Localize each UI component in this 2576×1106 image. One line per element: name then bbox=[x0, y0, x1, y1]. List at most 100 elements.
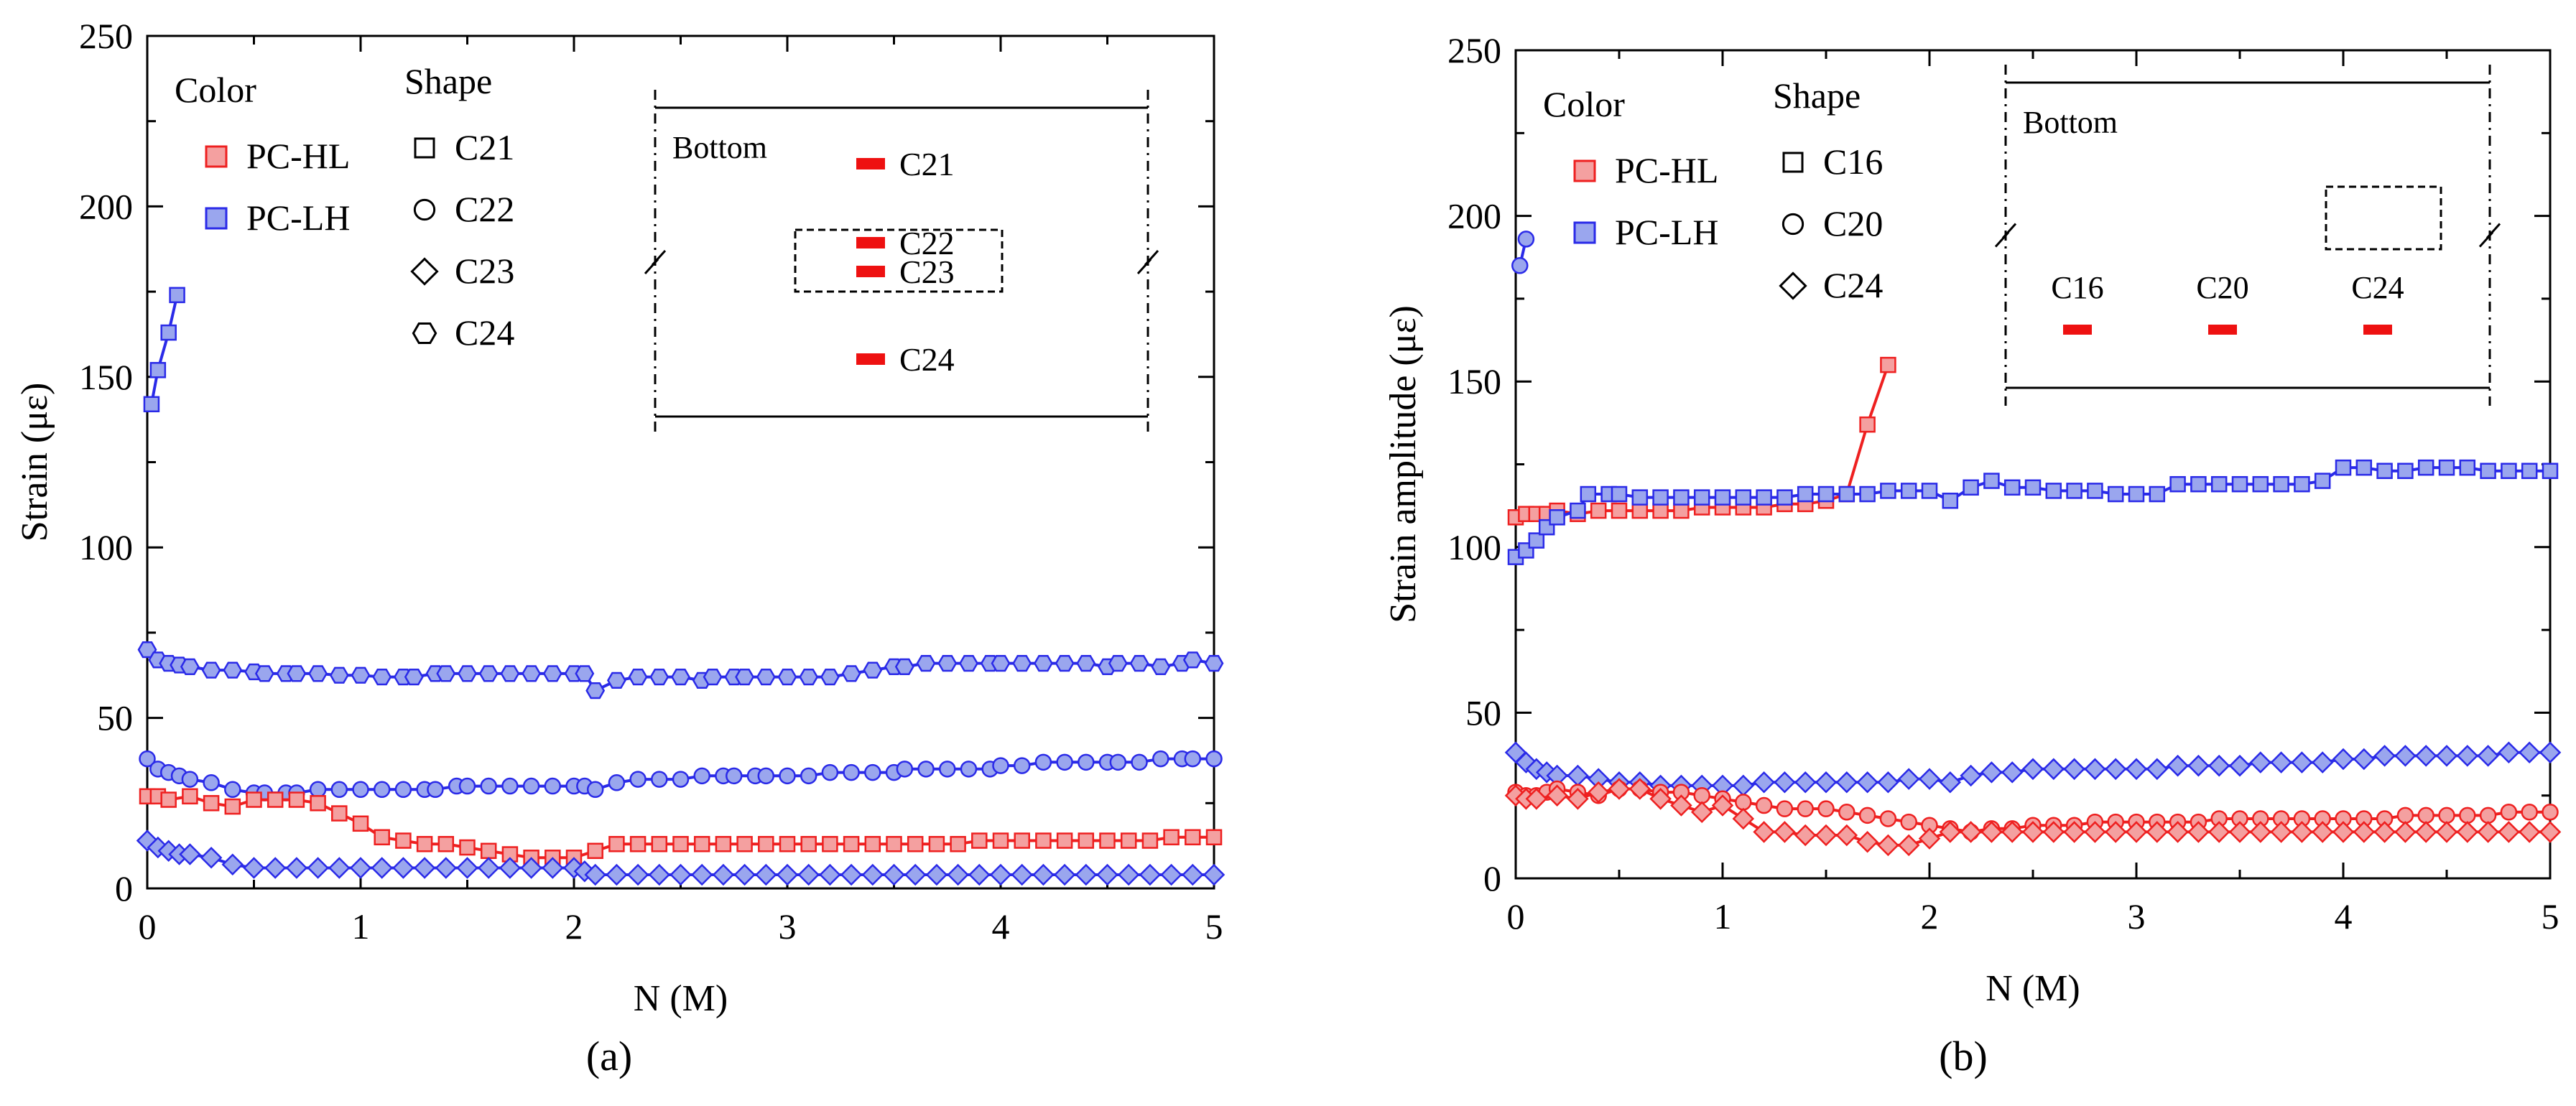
data-point bbox=[606, 863, 628, 886]
sensor-label: C21 bbox=[899, 146, 955, 182]
legend-color-label: PC-HL bbox=[1615, 150, 1718, 190]
data-point bbox=[458, 777, 476, 795]
data-point bbox=[1628, 778, 1651, 800]
data-point bbox=[1109, 753, 1127, 771]
x-tick-label: 0 bbox=[1507, 896, 1525, 937]
data-point bbox=[331, 805, 348, 822]
sensor-mark bbox=[2208, 325, 2237, 335]
data-point bbox=[584, 863, 606, 886]
legend-shape-label: C16 bbox=[1823, 141, 1883, 182]
data-point bbox=[971, 832, 988, 849]
data-point bbox=[2084, 758, 2106, 781]
data-point bbox=[435, 857, 458, 879]
data-point bbox=[1880, 356, 1896, 373]
data-point bbox=[2500, 804, 2518, 821]
panel-label: (a) bbox=[586, 1033, 632, 1079]
data-point bbox=[1939, 821, 1962, 843]
x-axis-label: N (M) bbox=[1986, 968, 2080, 1009]
data-point bbox=[201, 661, 221, 679]
legend: Color PC-HL PC-LH Shape C16 C20 C24 bbox=[1543, 75, 1883, 305]
data-point bbox=[1856, 831, 1878, 853]
data-point bbox=[1690, 801, 1713, 824]
legend-shape-title: Shape bbox=[1773, 75, 1861, 116]
panel-label: (b) bbox=[1939, 1033, 1988, 1079]
data-point bbox=[1817, 485, 1835, 503]
data-point bbox=[2396, 807, 2414, 824]
data-point bbox=[629, 836, 647, 852]
data-point bbox=[1152, 750, 1169, 768]
data-point bbox=[894, 658, 914, 676]
data-point bbox=[2169, 475, 2186, 493]
data-point bbox=[1013, 757, 1031, 774]
data-point bbox=[374, 829, 390, 846]
data-point bbox=[349, 857, 372, 879]
data-point bbox=[1014, 832, 1030, 849]
data-point bbox=[308, 665, 328, 682]
data-point bbox=[1528, 532, 1545, 549]
data-point bbox=[1139, 863, 1162, 886]
x-tick-label: 5 bbox=[1205, 906, 1223, 947]
data-point bbox=[1032, 863, 1055, 886]
data-point bbox=[2335, 459, 2352, 476]
data-point bbox=[989, 863, 1012, 886]
data-point bbox=[2084, 821, 2106, 843]
data-point bbox=[243, 857, 265, 879]
y-axis-label: Strain amplitude (με) bbox=[1383, 305, 1424, 623]
data-point bbox=[459, 839, 476, 856]
data-point bbox=[736, 836, 753, 852]
data-point bbox=[1980, 821, 2003, 843]
data-point bbox=[2456, 745, 2479, 767]
data-point bbox=[1184, 750, 1202, 768]
data-point bbox=[1203, 863, 1226, 886]
data-point bbox=[672, 836, 689, 852]
data-point bbox=[1056, 832, 1073, 849]
data-point bbox=[2149, 485, 2166, 503]
x-tick-label: 2 bbox=[565, 906, 583, 947]
data-point bbox=[1673, 489, 1690, 506]
data-point bbox=[1078, 832, 1095, 849]
data-point bbox=[841, 665, 861, 682]
data-point bbox=[2518, 821, 2541, 843]
data-point bbox=[1856, 771, 1878, 794]
data-point bbox=[608, 836, 625, 852]
legend-shape-label: C23 bbox=[455, 251, 514, 291]
data-point bbox=[1960, 821, 1982, 843]
data-point bbox=[1714, 489, 1731, 506]
data-point bbox=[1774, 771, 1796, 794]
y-tick-label: 200 bbox=[79, 186, 133, 226]
data-point bbox=[2479, 807, 2497, 824]
data-point bbox=[500, 665, 520, 682]
data-point bbox=[1129, 654, 1149, 672]
data-point bbox=[1131, 753, 1148, 771]
data-point bbox=[586, 781, 604, 799]
data-point bbox=[1611, 502, 1628, 519]
data-point bbox=[1182, 651, 1203, 669]
data-point bbox=[1755, 796, 1773, 814]
y-axis-label: Strain (με) bbox=[14, 383, 55, 542]
data-point bbox=[1108, 654, 1128, 672]
data-point bbox=[2146, 758, 2169, 781]
data-point bbox=[395, 832, 412, 849]
data-point bbox=[285, 857, 308, 879]
y-tick-label: 100 bbox=[79, 527, 133, 567]
data-point bbox=[1897, 834, 1920, 857]
data-point bbox=[2291, 751, 2313, 773]
sensor-label: C22 bbox=[899, 225, 955, 261]
data-point bbox=[2501, 463, 2517, 479]
inset-break-mark-icon bbox=[644, 249, 667, 275]
data-point bbox=[2207, 754, 2230, 777]
data-point bbox=[2228, 754, 2251, 777]
data-point bbox=[221, 853, 244, 876]
data-point bbox=[254, 665, 274, 682]
legend-shape-circle-icon bbox=[413, 198, 436, 221]
data-point bbox=[2414, 745, 2437, 767]
data-point bbox=[2024, 479, 2042, 496]
sensor-label: C16 bbox=[2051, 270, 2103, 305]
data-point bbox=[2353, 748, 2376, 771]
data-point bbox=[477, 857, 500, 879]
data-point bbox=[1608, 778, 1631, 800]
data-point bbox=[2104, 821, 2127, 843]
